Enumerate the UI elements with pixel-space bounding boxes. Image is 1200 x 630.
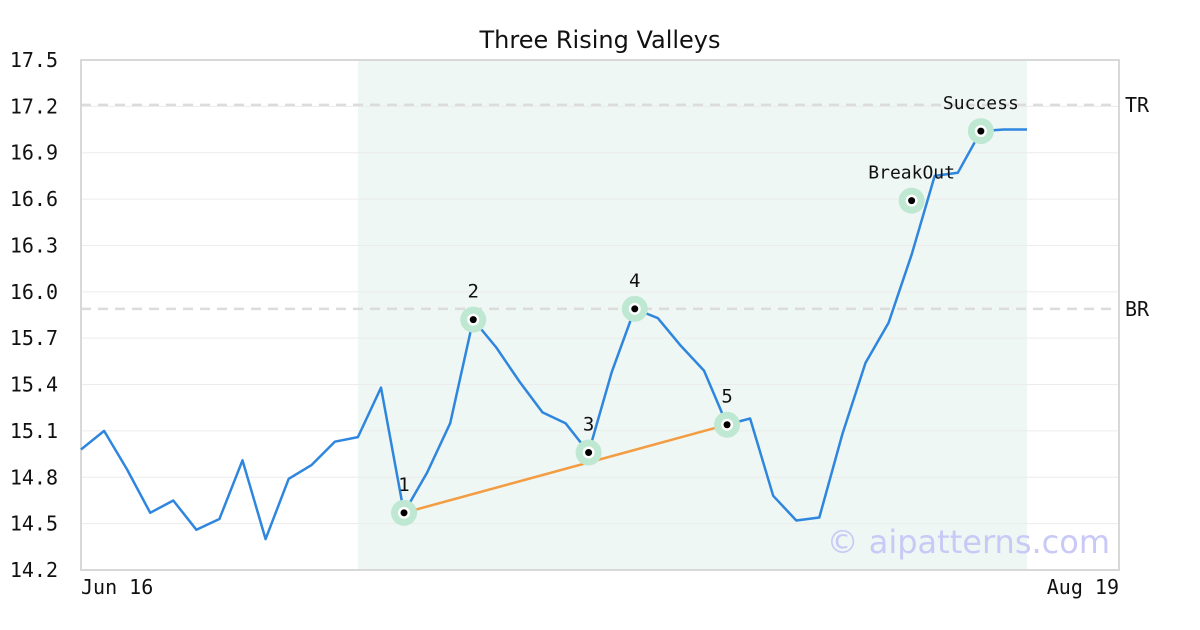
y-tick-label: 17.5 [10,48,58,72]
point-marker [723,421,731,429]
watermark: © aipatterns.com [827,523,1110,561]
y-tick-label: 14.2 [10,558,58,582]
point-label: 1 [398,474,409,496]
point-marker [631,305,639,313]
pattern-point-success: Success [943,93,1019,145]
pattern-point-2: 2 [460,281,487,333]
y-tick-label: 16.3 [10,233,58,257]
point-label: 3 [583,414,594,436]
x-tick-label: Jun 16 [81,575,153,599]
point-marker [400,509,408,517]
y-tick-label: 14.5 [10,512,58,536]
y-tick-label: 16.0 [10,280,58,304]
pattern-points: 1 2 3 4 5 BreakOut Success [391,93,1019,526]
point-label: BreakOut [868,163,955,184]
point-marker [908,197,916,205]
point-marker [469,316,477,324]
point-label: 2 [468,281,479,303]
pattern-point-breakout: BreakOut [868,163,955,214]
y-tick-label: 15.7 [10,326,58,350]
y-tick-label: 17.2 [10,94,58,118]
point-label: 4 [629,270,640,292]
point-marker [585,449,593,457]
chart-title: Three Rising Valleys [478,26,720,54]
point-marker [977,127,985,135]
x-tick-label: Aug 19 [1047,575,1119,599]
price-series-line [80,128,1027,541]
plot-frame [80,59,1120,571]
y-tick-label: 16.6 [10,187,58,211]
point-label: Success [943,93,1019,114]
y-tick-label: 15.1 [10,419,58,443]
horizontal-reference-lines: TR BR [81,93,1150,321]
y-tick-label: 15.4 [10,373,58,397]
reference-label-tr: TR [1125,93,1150,117]
y-tick-label: 16.9 [10,141,58,165]
pattern-point-3: 3 [575,414,602,466]
pattern-point-4: 4 [621,270,648,322]
x-axis-ticks: Jun 16 Aug 19 [81,575,1119,599]
y-tick-label: 14.8 [10,465,58,489]
pattern-region [357,60,1027,570]
y-axis-ticks: 14.2 14.5 14.8 15.1 15.4 15.7 16.0 16.3 16.6 16.9… [10,48,58,582]
pattern-point-1: 1 [391,474,418,526]
reference-label-br: BR [1125,297,1150,321]
valley-trendline [403,423,728,515]
pattern-point-5: 5 [714,386,741,438]
point-label: 5 [721,386,732,408]
